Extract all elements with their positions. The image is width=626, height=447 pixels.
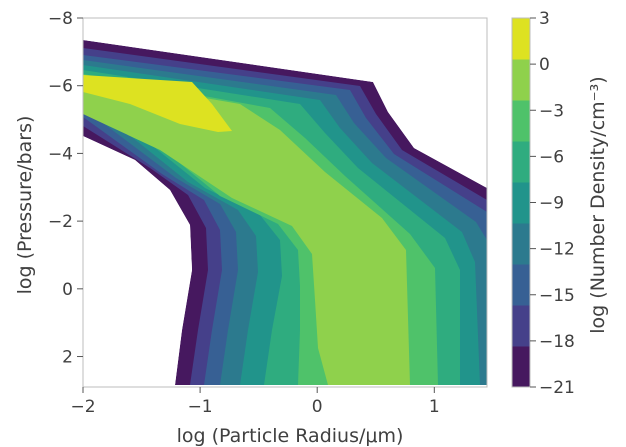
empty-region-top <box>83 18 487 188</box>
y-tick-label: 2 <box>62 348 73 368</box>
x-tick-label: −1 <box>188 397 213 417</box>
y-tick-label: −6 <box>48 77 73 97</box>
colorbar-band <box>512 346 530 388</box>
colorbar-band <box>512 223 530 265</box>
empty-region-bottom-left <box>83 136 192 385</box>
colorbar-band <box>512 100 530 142</box>
x-tick-label: 1 <box>429 397 440 417</box>
colorbar-tick-label: −12 <box>539 240 575 260</box>
y-axis-ticks: −8 −6 −4 −2 0 2 <box>48 9 83 368</box>
colorbar-tick-label: 0 <box>539 55 550 75</box>
y-axis-title: log (Pressure/bars) <box>14 116 36 295</box>
colorbar-band <box>512 18 530 60</box>
colorbar-band <box>512 305 530 347</box>
y-tick-label: −2 <box>48 212 73 232</box>
colorbar-tick-label: −3 <box>539 101 564 121</box>
colorbar-band <box>512 141 530 183</box>
colorbar: −21 −18 −15 −12 −9 −6 −3 0 3 <box>511 9 575 398</box>
contour-fills <box>83 18 487 385</box>
colorbar-band <box>512 264 530 306</box>
colorbar-tick-label: −21 <box>539 378 575 398</box>
x-tick-label: 0 <box>312 397 323 417</box>
colorbar-tick-label: −15 <box>539 286 575 306</box>
y-tick-label: 0 <box>62 280 73 300</box>
colorbar-title: log (Number Density/cm⁻³) <box>587 76 609 333</box>
colorbar-tick-label: −6 <box>539 147 564 167</box>
colorbar-tick-label: −18 <box>539 332 575 352</box>
colorbar-tick-label: −9 <box>539 194 564 214</box>
y-tick-label: −8 <box>48 9 73 29</box>
x-axis-ticks: −2 −1 0 1 <box>70 387 440 417</box>
contour-band-level-3 <box>83 75 232 132</box>
colorbar-band <box>512 59 530 101</box>
colorbar-tick-label: 3 <box>539 9 550 29</box>
plot-frame <box>82 17 488 388</box>
x-axis-title: log (Particle Radius/μm) <box>177 425 404 447</box>
contour-band-level-0 <box>83 77 410 385</box>
y-tick-label: −4 <box>48 144 73 164</box>
x-tick-label: −2 <box>70 397 95 417</box>
colorbar-band <box>512 182 530 224</box>
